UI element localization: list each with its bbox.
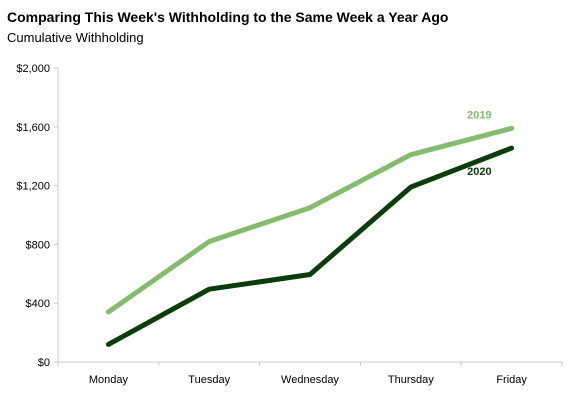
x-tick-label: Tuesday xyxy=(188,374,230,386)
x-tick-label: Thursday xyxy=(388,374,434,386)
y-tick-label: $400 xyxy=(26,298,50,310)
y-tick-label: $0 xyxy=(38,357,50,369)
series-line-2019 xyxy=(105,125,515,315)
y-tick-label: $2,000 xyxy=(16,63,50,75)
chart-title: Comparing This Week's Withholding to the… xyxy=(7,9,449,25)
y-tick-label: $800 xyxy=(26,239,50,251)
series-lines xyxy=(105,125,515,347)
y-tick-label: $1,200 xyxy=(16,181,50,193)
y-tick-label: $1,600 xyxy=(16,122,50,134)
x-tick-label: Friday xyxy=(496,374,527,386)
series-label-2020: 2020 xyxy=(467,166,491,178)
series-label-2019: 2019 xyxy=(467,109,491,121)
series-line-2020 xyxy=(105,145,515,347)
x-tick-label: Wednesday xyxy=(281,374,339,386)
chart-subtitle: Cumulative Withholding xyxy=(7,30,144,45)
axes: $0 $400 $800 $1,200 $1,600 $2,000 Monday Tuesda… xyxy=(16,63,563,386)
series-labels: 2019 2020 xyxy=(467,109,491,178)
x-tick-label: Monday xyxy=(89,374,129,386)
